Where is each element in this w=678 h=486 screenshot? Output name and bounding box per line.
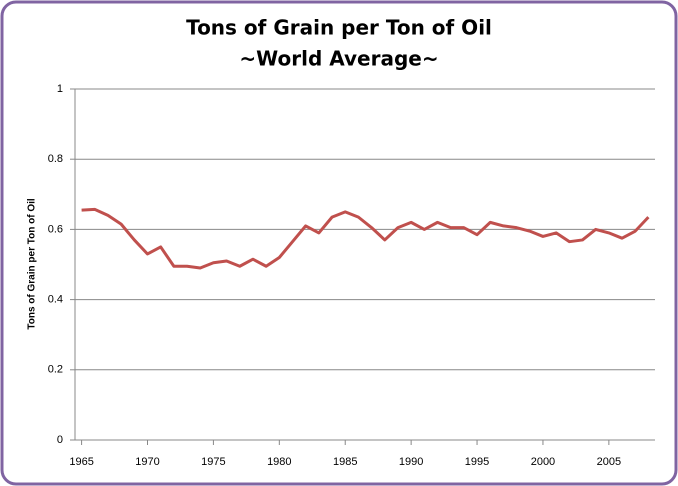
x-tick-label: 1985 — [333, 456, 357, 468]
x-tick-label: 2000 — [531, 456, 555, 468]
x-tick-label: 1995 — [465, 456, 489, 468]
y-tick-label: 0.4 — [48, 294, 63, 306]
x-tick-label: 1975 — [201, 456, 225, 468]
x-tick-label: 1990 — [399, 456, 423, 468]
y-tick-label: 1 — [57, 83, 63, 95]
chart-subtitle: ~World Average~ — [239, 47, 438, 71]
x-tick-label: 1965 — [69, 456, 93, 468]
x-tick-label: 2005 — [597, 456, 621, 468]
x-tick-label: 1980 — [267, 456, 291, 468]
data-line — [81, 207, 650, 270]
y-tick-label: 0 — [57, 434, 63, 446]
chart-title: Tons of Grain per Ton of Oil — [186, 16, 492, 40]
y-tick-label: 0.6 — [48, 223, 63, 235]
y-tick-label: 0.8 — [48, 153, 63, 165]
y-axis-label: Tons of Grain per Ton of Oil — [27, 198, 38, 330]
y-tick-label: 0.2 — [48, 364, 63, 376]
x-tick-label: 1970 — [135, 456, 159, 468]
